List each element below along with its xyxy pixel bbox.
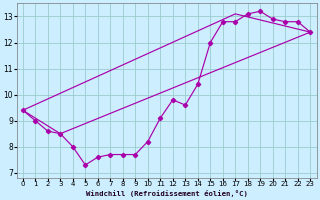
X-axis label: Windchill (Refroidissement éolien,°C): Windchill (Refroidissement éolien,°C): [86, 190, 247, 197]
